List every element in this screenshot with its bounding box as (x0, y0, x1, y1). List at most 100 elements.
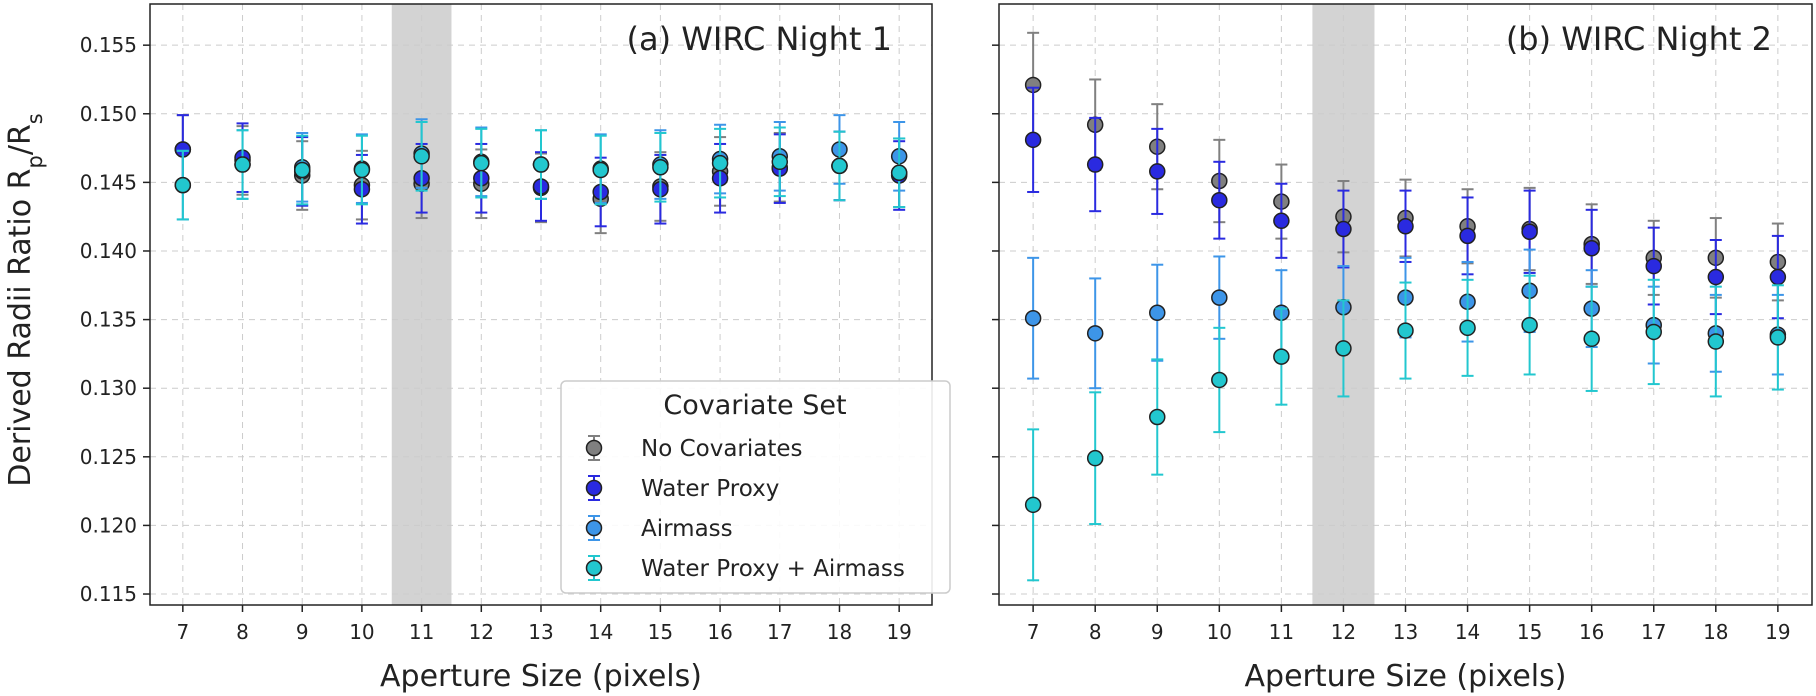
series-water-proxy-airmass-a (174, 121, 908, 221)
x-tick-label-b: 17 (1641, 620, 1666, 644)
axes-frame-a (149, 3, 933, 606)
data-point (1769, 268, 1787, 286)
x-tick-label-a: 16 (707, 620, 732, 644)
axes-frame-b (998, 3, 1813, 606)
data-point (771, 153, 789, 171)
y-axis-label-sub-s: s (23, 113, 47, 124)
data-point (1707, 268, 1725, 286)
legend-marker (585, 479, 603, 497)
series-water-proxy-airmass-b (1024, 274, 1787, 582)
x-tick-label-a: 19 (886, 620, 911, 644)
legend-title: Covariate Set (663, 390, 846, 421)
data-point (1149, 304, 1166, 321)
legend-entry-water-proxy: Water Proxy (585, 475, 779, 502)
legend-marker (585, 559, 603, 577)
data-point (532, 156, 550, 173)
data-point (1149, 408, 1166, 426)
data-point (413, 148, 430, 165)
data-point (1149, 163, 1166, 180)
x-tick-label-b: 19 (1765, 620, 1790, 644)
x-tick-label-b: 13 (1393, 620, 1418, 644)
x-tick-label-a: 15 (648, 620, 673, 644)
data-point (1086, 325, 1104, 342)
data-point (353, 161, 371, 179)
legend-marker (585, 439, 603, 457)
legend-label: No Covariates (641, 436, 803, 462)
data-point (1521, 223, 1538, 241)
data-point (473, 154, 490, 172)
y-tick-label: 0.135 (80, 308, 137, 332)
y-tick-label: 0.155 (80, 33, 137, 57)
legend-entry-no-covariates: No Covariates (585, 435, 803, 462)
x-tick-label-a: 11 (409, 620, 434, 644)
data-point (1521, 316, 1538, 334)
data-point (1211, 191, 1228, 209)
data-point (1645, 323, 1662, 341)
y-tick-label: 0.115 (80, 582, 137, 606)
y-tick-label: 0.145 (80, 170, 137, 194)
data-point (1024, 496, 1042, 514)
x-tick-label-a: 13 (528, 620, 553, 644)
y-tick-label: 0.120 (80, 513, 137, 537)
x-axis-label-b: Aperture Size (pixels) (1245, 659, 1567, 694)
data-point (1397, 322, 1414, 339)
panel-b: 7 8 9 10 11 12 13 14 15 16 17 18 19 (b) WIRC Night 2 A… (992, 3, 1813, 694)
legend-label: Water Proxy (641, 476, 779, 502)
legend-label: Water Proxy + Airmass (641, 556, 905, 582)
data-point (711, 154, 729, 172)
data-point (1086, 156, 1104, 173)
data-point (1024, 309, 1042, 327)
y-tick-label: 0.130 (80, 376, 137, 400)
data-point (1769, 329, 1787, 346)
data-point (1397, 218, 1414, 235)
data-point (890, 164, 908, 182)
data-point (1024, 131, 1042, 149)
x-tick-label-a: 14 (588, 620, 613, 644)
data-point (1459, 227, 1476, 245)
data-point (1707, 333, 1725, 350)
x-tick-label-a: 9 (296, 620, 309, 644)
data-point (1583, 330, 1600, 348)
legend-entry-water-proxy-airmass: Water Proxy + Airmass (585, 555, 905, 582)
x-tick-label-b: 8 (1089, 620, 1102, 644)
y-tick-label: 0.125 (80, 445, 137, 469)
panel-title-a: (a) WIRC Night 1 (627, 20, 892, 58)
legend-entry-airmass: Airmass (585, 515, 733, 542)
y-axis-label: Derived Radii Ratio Rp/Rs (3, 113, 47, 487)
data-point (1211, 289, 1228, 306)
data-point (652, 159, 669, 176)
data-point (293, 161, 311, 179)
x-tick-label-a: 17 (767, 620, 792, 644)
data-point (234, 156, 251, 173)
x-tick-label-a: 10 (349, 620, 374, 644)
data-point (1645, 257, 1662, 275)
y-tick-label: 0.150 (80, 102, 137, 126)
x-tick-label-b: 18 (1703, 620, 1728, 644)
x-tick-label-a: 12 (469, 620, 494, 644)
legend-box (560, 380, 951, 594)
panel-title-b: (b) WIRC Night 2 (1506, 20, 1772, 58)
data-point (1211, 371, 1228, 389)
x-tick-label-a: 7 (176, 620, 189, 644)
data-point (1583, 239, 1600, 257)
y-tick-label: 0.140 (80, 239, 137, 263)
x-tick-label-a: 8 (236, 620, 249, 644)
data-point (1335, 220, 1352, 238)
y-axis-label-sub-p: p (23, 155, 47, 168)
panel-a: 7 8 9 10 11 12 13 14 15 16 17 18 19 0.115 0.120 0.125 0.… (80, 3, 933, 694)
x-tick-label-b: 10 (1207, 620, 1232, 644)
data-point (1459, 319, 1476, 337)
legend: Covariate Set No Covariates Water Proxy Air… (560, 380, 951, 594)
x-tick-label-b: 15 (1517, 620, 1542, 644)
legend-marker (585, 519, 603, 537)
data-point (1273, 348, 1290, 365)
x-tick-label-b: 11 (1269, 620, 1294, 644)
x-tick-label-b: 16 (1579, 620, 1604, 644)
x-axis-label-a: Aperture Size (pixels) (380, 659, 702, 694)
data-point (1335, 340, 1352, 357)
data-point (1086, 449, 1104, 467)
x-tick-label-b: 12 (1331, 620, 1356, 644)
data-point (831, 157, 848, 175)
x-tick-label-b: 14 (1455, 620, 1480, 644)
